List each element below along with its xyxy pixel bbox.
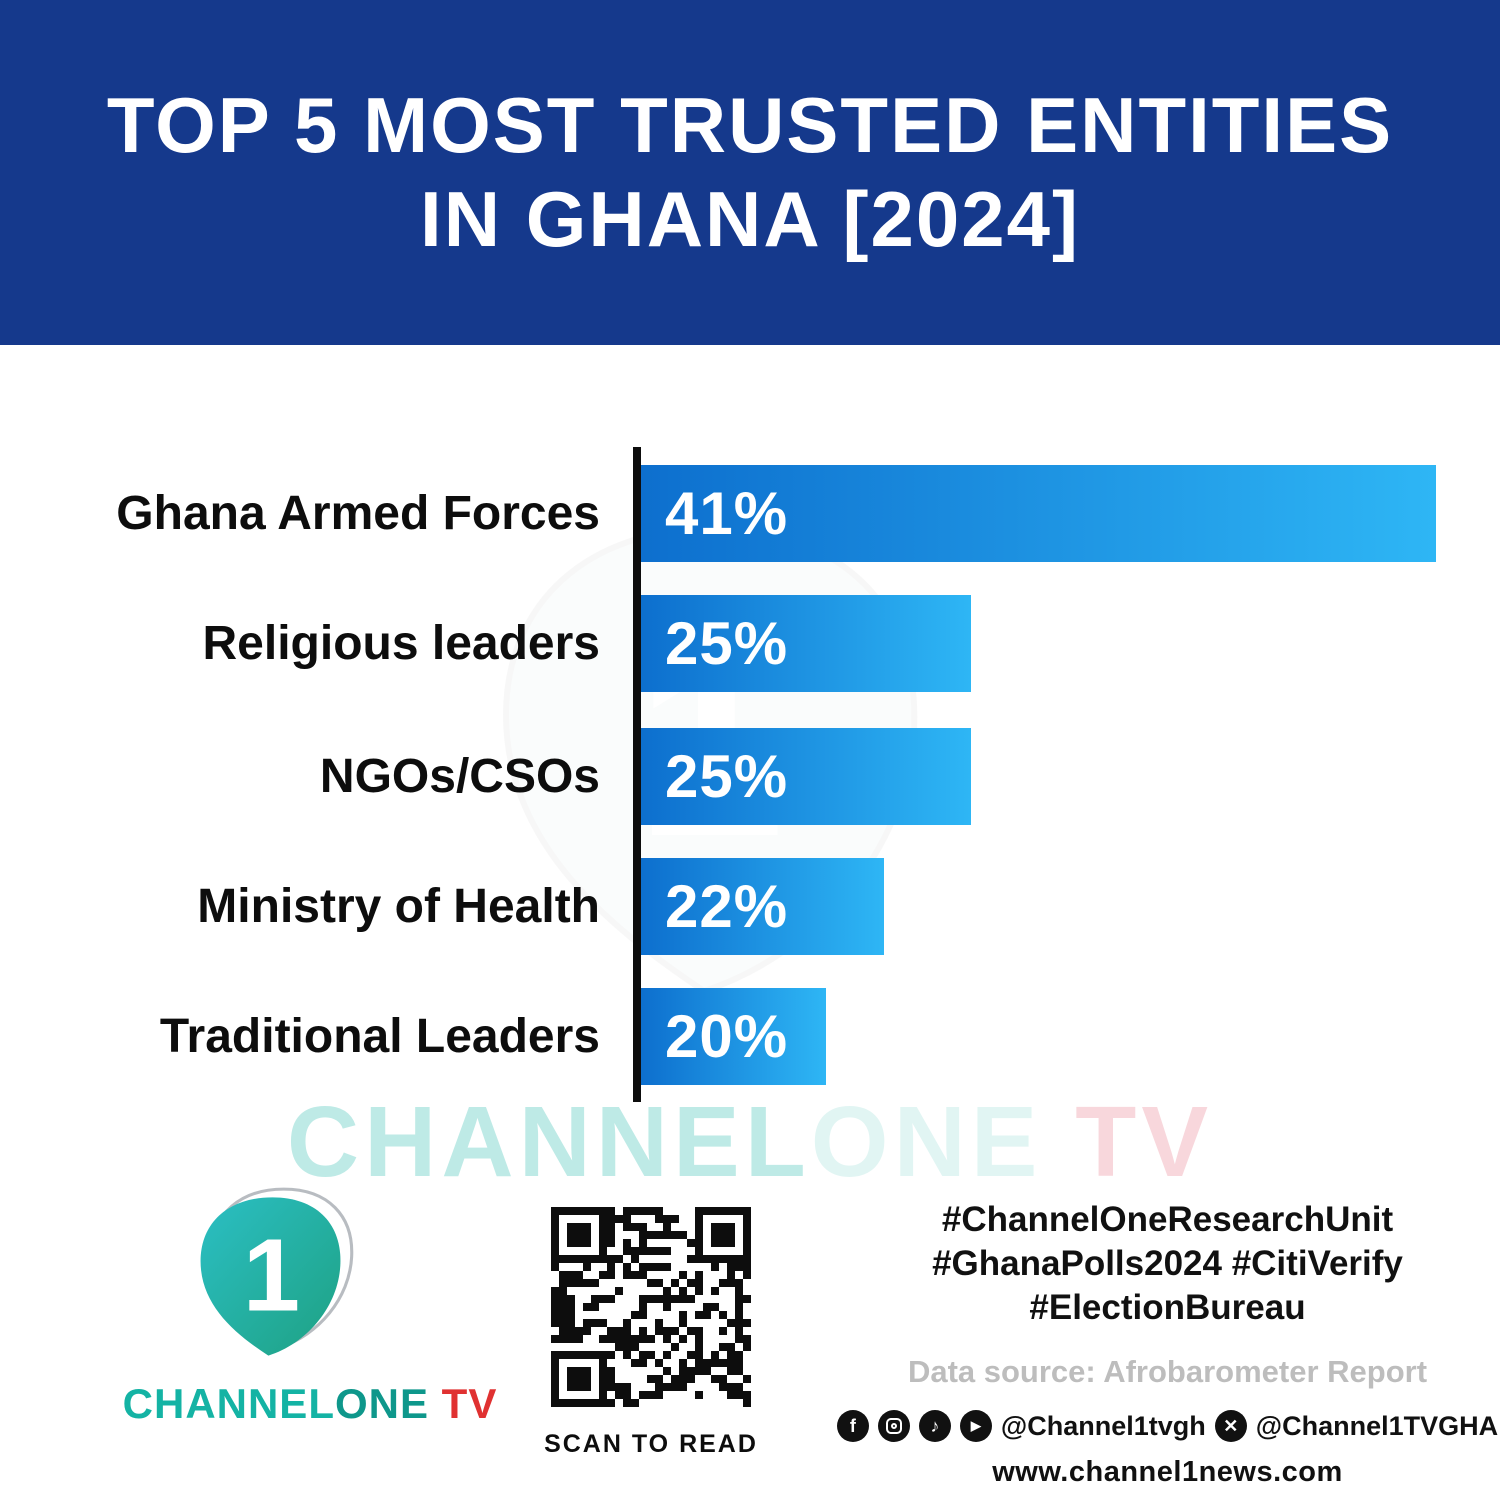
data-source: Data source: Afrobarometer Report <box>907 1354 1428 1389</box>
bar-traditional-leaders: 20% <box>641 988 826 1085</box>
bar-ngos-csos: 25% <box>641 728 971 825</box>
bar-value-label: 25% <box>665 743 789 810</box>
bar-value-label: 22% <box>665 873 789 940</box>
channel-one-wordmark: CHANNELONE TV <box>105 1380 515 1428</box>
facebook-icon: f <box>836 1410 869 1442</box>
social-handle-x: @Channel1TVGHA <box>1255 1410 1499 1441</box>
tiktok-icon: ♪ <box>918 1410 951 1442</box>
category-label: Ghana Armed Forces <box>116 487 600 540</box>
bar-row-traditional-leaders: Traditional Leaders 20% <box>0 988 1500 1085</box>
bar-row-ministry-of-health: Ministry of Health 22% <box>0 858 1500 955</box>
watermark-one: ONE <box>810 1086 1043 1198</box>
qr-code <box>546 1202 756 1412</box>
youtube-icon: ▶ <box>959 1410 992 1442</box>
bar-religious-leaders: 25% <box>641 595 971 692</box>
social-row: f ♪ ▶ @Channel1tvgh ✕ @Channel1TVGHA <box>836 1410 1498 1442</box>
logo-digit: 1 <box>243 1217 300 1332</box>
bar-row-ngos-csos: NGOs/CSOs 25% <box>0 728 1500 825</box>
page-title: TOP 5 MOST TRUSTED ENTITIES IN GHANA [20… <box>107 79 1393 266</box>
page-title-line1: TOP 5 MOST TRUSTED ENTITIES <box>106 80 1394 169</box>
hashtag-line-1: #ChannelOneResearchUnit <box>941 1200 1394 1239</box>
bar-value-label: 20% <box>665 1003 789 1070</box>
social-handle-main: @Channel1tvgh <box>1000 1410 1206 1441</box>
category-label: NGOs/CSOs <box>319 750 600 803</box>
category-label: Traditional Leaders <box>159 1010 600 1063</box>
qr-caption: SCAN TO READ <box>544 1430 758 1458</box>
header-banner: TOP 5 MOST TRUSTED ENTITIES IN GHANA [20… <box>0 0 1500 345</box>
chart-axis <box>633 447 641 1102</box>
watermark-tv: TV <box>1042 1086 1214 1198</box>
wordmark-one: ONE <box>334 1380 429 1427</box>
bar-value-label: 25% <box>665 610 789 677</box>
footer-right-block: #ChannelOneResearchUnit #GhanaPolls2024 … <box>836 1198 1498 1489</box>
category-label: Ministry of Health <box>197 880 600 933</box>
bar-ministry-of-health: 22% <box>641 858 884 955</box>
brand-watermark: CHANNELONE TV <box>0 1085 1500 1200</box>
hashtag-line-2: #GhanaPolls2024 #CitiVerify <box>932 1244 1403 1283</box>
wordmark-channel: CHANNEL <box>122 1380 335 1427</box>
x-icon: ✕ <box>1214 1410 1247 1442</box>
watermark-channel: CHANNEL <box>286 1086 811 1198</box>
website-url: www.channel1news.com <box>992 1456 1343 1488</box>
bar-row-religious-leaders: Religious leaders 25% <box>0 595 1500 692</box>
page-title-line2: IN GHANA [2024] <box>420 174 1080 263</box>
category-label: Religious leaders <box>202 617 600 670</box>
bar-ghana-armed-forces: 41% <box>641 465 1436 562</box>
channel-one-logo: 1 <box>200 1187 354 1356</box>
wordmark-tv: TV <box>429 1380 498 1427</box>
instagram-icon <box>877 1410 910 1442</box>
bar-row-ghana-armed-forces: Ghana Armed Forces 41% <box>0 465 1500 562</box>
bar-value-label: 41% <box>665 480 789 547</box>
hashtag-line-3: #ElectionBureau <box>1029 1288 1306 1327</box>
bar-chart: Ghana Armed Forces 41% Religious leaders… <box>0 440 1500 1110</box>
